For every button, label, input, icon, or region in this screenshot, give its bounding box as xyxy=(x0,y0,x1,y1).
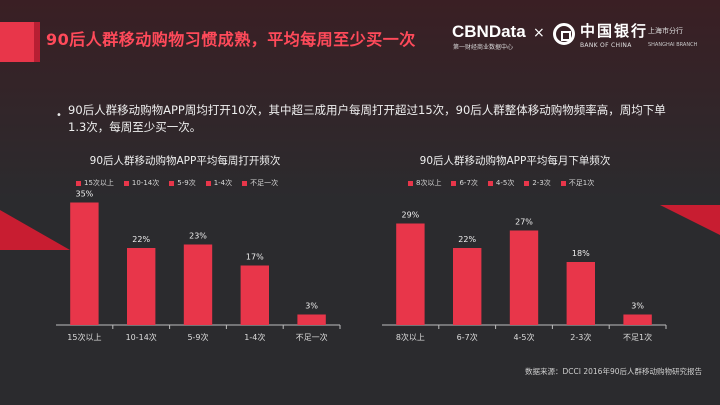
legend-label: 10-14次 xyxy=(131,179,160,187)
legend-swatch xyxy=(560,180,566,186)
legend-label: 4-5次 xyxy=(495,179,515,187)
bar xyxy=(453,248,482,325)
chart-1-title: 90后人群移动购物APP平均每周打开频次 xyxy=(89,155,281,167)
bar xyxy=(183,244,213,325)
page-title: 90后人群移动购物习惯成熟，平均每周至少买一次 xyxy=(46,30,416,49)
bar xyxy=(240,265,269,325)
bar xyxy=(70,202,99,325)
data-label: 27% xyxy=(515,218,533,227)
legend-label: 不足一次 xyxy=(250,179,279,187)
legend-swatch xyxy=(169,180,175,186)
legend-label: 15次以上 xyxy=(84,179,114,187)
legend-item: 5-9次 xyxy=(169,178,196,188)
legend-item: 4-5次 xyxy=(487,178,515,188)
legend-label: 1-4次 xyxy=(213,179,233,187)
data-label: 3% xyxy=(631,302,644,311)
legend-item: 10-14次 xyxy=(123,178,160,188)
bank-of-china-logo-english: BANK OF CHINA xyxy=(580,42,632,49)
legend-swatch xyxy=(524,180,530,186)
chart-1-legend: 15次以上 10-14次 5-9次 1-4次 不足一次 xyxy=(76,178,278,188)
legend-item: 8次以上 xyxy=(408,178,441,188)
legend-swatch xyxy=(123,180,129,186)
category-label: 10-14次 xyxy=(126,332,157,342)
legend-swatch xyxy=(451,180,457,186)
branch-name: 上海市分行 xyxy=(648,27,683,35)
legend-item: 不足一次 xyxy=(242,178,278,188)
legend-item: 1-4次 xyxy=(205,178,233,188)
category-label: 5-9次 xyxy=(187,332,208,342)
title-accent-bar-shadow xyxy=(34,22,40,62)
chart-2-title: 90后人群移动购物APP平均每月下单频次 xyxy=(419,155,611,167)
category-label: 15次以上 xyxy=(67,332,101,342)
legend-item: 不足1次 xyxy=(560,178,595,188)
data-label: 22% xyxy=(458,235,476,244)
legend-item: 6-7次 xyxy=(451,178,478,188)
category-label: 8次以上 xyxy=(396,332,425,342)
data-label: 35% xyxy=(76,190,94,199)
category-label: 6-7次 xyxy=(457,332,478,342)
bank-of-china-emblem-icon xyxy=(553,23,575,45)
bank-of-china-logo-text: 中国银行 xyxy=(580,22,649,40)
legend-label: 6-7次 xyxy=(459,179,478,187)
legend-swatch xyxy=(487,180,493,186)
bar xyxy=(396,223,425,325)
bullet-icon: • xyxy=(56,110,62,121)
legend-label: 5-9次 xyxy=(177,179,196,187)
data-label: 17% xyxy=(246,253,264,262)
legend-label: 2-3次 xyxy=(532,179,551,187)
cbndata-logo: CBNData xyxy=(452,22,526,41)
legend-swatch xyxy=(205,180,211,186)
background-gradient xyxy=(0,0,720,200)
chart-2-legend: 8次以上 6-7次 4-5次 2-3次 不足1次 xyxy=(408,178,594,188)
branch-name-english: SHANGHAI BRANCH xyxy=(648,42,698,48)
data-label: 29% xyxy=(402,211,420,220)
category-label: 不足一次 xyxy=(296,332,328,342)
data-label: 18% xyxy=(572,249,590,258)
category-label: 4-5次 xyxy=(513,332,534,342)
legend-item: 2-3次 xyxy=(524,178,551,188)
legend-item: 15次以上 xyxy=(76,178,114,188)
logo-separator: × xyxy=(533,25,545,41)
decorative-corner-left xyxy=(0,210,70,250)
legend-label: 不足1次 xyxy=(568,179,595,187)
data-source: 数据来源：DCCI 2016年90后人群移动购物研究报告 xyxy=(525,367,702,376)
legend-swatch xyxy=(242,180,248,186)
decorative-corner-right xyxy=(660,205,720,235)
category-label: 1-4次 xyxy=(244,332,265,342)
legend-swatch xyxy=(408,180,413,186)
data-label: 22% xyxy=(132,235,150,244)
cbndata-logo-subtitle: 第一财经商业数据中心 xyxy=(453,44,514,51)
bar xyxy=(127,248,156,325)
category-label: 2-3次 xyxy=(570,332,591,342)
title-accent-bar xyxy=(0,22,34,62)
bar xyxy=(566,262,595,325)
bar xyxy=(297,314,326,325)
legend-label: 8次以上 xyxy=(416,179,442,187)
bar xyxy=(623,314,652,325)
category-label: 不足1次 xyxy=(623,332,652,342)
legend-swatch xyxy=(76,180,81,186)
bar xyxy=(509,230,539,325)
summary-text: 90后人群移动购物APP周均打开10次，其中超三成用户每周打开超过15次，90后… xyxy=(68,103,666,134)
data-label: 23% xyxy=(189,232,207,241)
data-label: 3% xyxy=(305,302,318,311)
